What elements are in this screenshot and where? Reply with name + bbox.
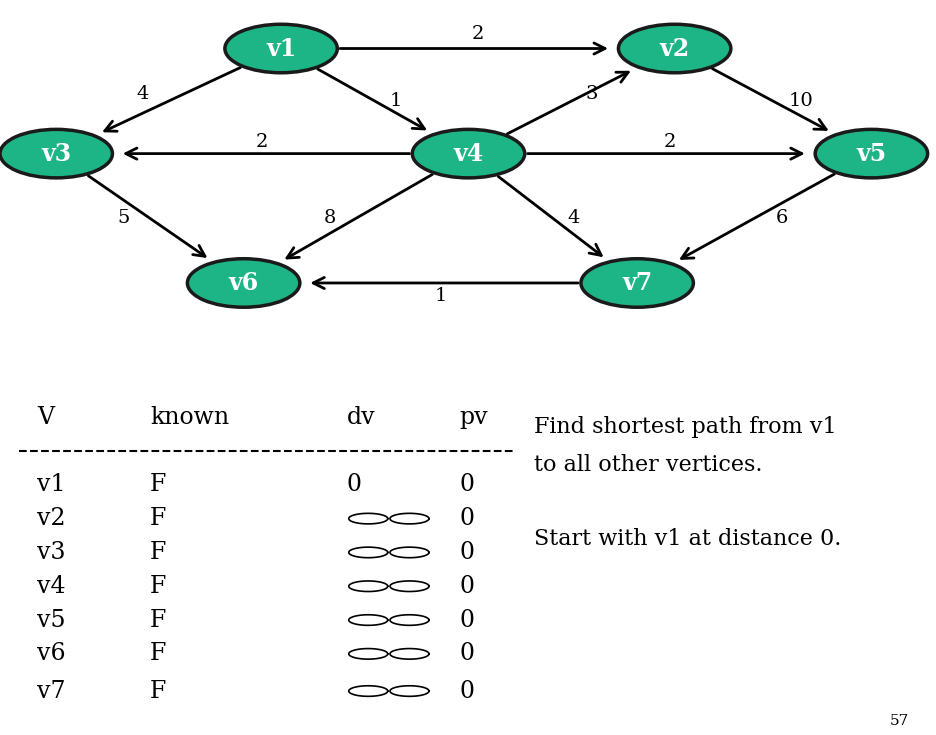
Text: v3: v3: [41, 142, 71, 165]
Text: 2: 2: [256, 133, 269, 151]
Text: v6: v6: [37, 642, 66, 665]
Text: 1: 1: [388, 92, 402, 110]
Text: v2: v2: [37, 507, 66, 530]
Text: dv: dv: [346, 406, 375, 429]
Text: F: F: [150, 473, 166, 496]
Text: F: F: [150, 507, 166, 530]
Text: 4: 4: [136, 85, 149, 103]
Text: v1: v1: [37, 473, 66, 496]
Text: v1: v1: [266, 37, 296, 60]
Text: v3: v3: [37, 541, 66, 564]
Text: 0: 0: [459, 507, 474, 530]
Text: 0: 0: [459, 473, 474, 496]
Text: v4: v4: [37, 575, 66, 598]
Text: 0: 0: [459, 642, 474, 665]
Text: F: F: [150, 609, 166, 631]
Text: 10: 10: [788, 92, 812, 110]
Text: v6: v6: [228, 271, 258, 295]
Text: v7: v7: [622, 271, 651, 295]
Text: v5: v5: [856, 142, 885, 165]
Text: V: V: [37, 406, 54, 429]
Text: 1: 1: [433, 287, 446, 305]
Text: v2: v2: [659, 37, 689, 60]
Circle shape: [412, 129, 524, 178]
Text: to all other vertices.: to all other vertices.: [534, 453, 762, 476]
Text: 5: 5: [117, 209, 130, 227]
Circle shape: [618, 24, 730, 73]
Text: 2: 2: [663, 133, 676, 151]
Text: v7: v7: [37, 680, 66, 703]
Text: pv: pv: [459, 406, 488, 429]
Text: F: F: [150, 575, 166, 598]
Circle shape: [0, 129, 112, 178]
Text: 4: 4: [566, 209, 579, 227]
Text: v4: v4: [453, 142, 483, 165]
Text: F: F: [150, 642, 166, 665]
Text: F: F: [150, 680, 166, 703]
Circle shape: [814, 129, 927, 178]
Text: Start with v1 at distance 0.: Start with v1 at distance 0.: [534, 528, 841, 550]
Text: Find shortest path from v1: Find shortest path from v1: [534, 416, 836, 438]
Circle shape: [225, 24, 337, 73]
Text: 0: 0: [459, 609, 474, 631]
Text: 0: 0: [459, 541, 474, 564]
Text: v5: v5: [37, 609, 66, 631]
Text: F: F: [150, 541, 166, 564]
Circle shape: [187, 259, 300, 307]
Text: 0: 0: [459, 680, 474, 703]
Text: 0: 0: [459, 575, 474, 598]
Text: 8: 8: [323, 209, 336, 227]
Text: 3: 3: [585, 85, 598, 103]
Text: 57: 57: [888, 714, 908, 728]
Text: known: known: [150, 406, 228, 429]
Circle shape: [580, 259, 693, 307]
Text: 0: 0: [346, 473, 361, 496]
Text: 2: 2: [471, 26, 484, 43]
Text: 6: 6: [775, 209, 788, 227]
